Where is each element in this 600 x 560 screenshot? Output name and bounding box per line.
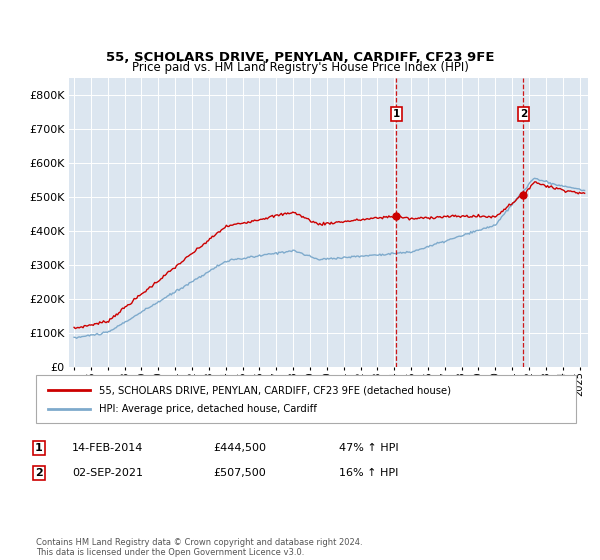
Text: 55, SCHOLARS DRIVE, PENYLAN, CARDIFF, CF23 9FE: 55, SCHOLARS DRIVE, PENYLAN, CARDIFF, CF… [106,52,494,64]
Text: 16% ↑ HPI: 16% ↑ HPI [339,468,398,478]
Text: 1: 1 [35,443,43,453]
Text: HPI: Average price, detached house, Cardiff: HPI: Average price, detached house, Card… [99,404,317,414]
Text: £444,500: £444,500 [213,443,266,453]
Text: £507,500: £507,500 [213,468,266,478]
Text: 55, SCHOLARS DRIVE, PENYLAN, CARDIFF, CF23 9FE (detached house): 55, SCHOLARS DRIVE, PENYLAN, CARDIFF, CF… [99,385,451,395]
Text: 02-SEP-2021: 02-SEP-2021 [72,468,143,478]
Text: 2: 2 [520,109,527,119]
Text: Contains HM Land Registry data © Crown copyright and database right 2024.
This d: Contains HM Land Registry data © Crown c… [36,538,362,557]
Text: 2: 2 [35,468,43,478]
Text: 1: 1 [392,109,400,119]
Text: Price paid vs. HM Land Registry's House Price Index (HPI): Price paid vs. HM Land Registry's House … [131,61,469,74]
Text: 14-FEB-2014: 14-FEB-2014 [72,443,143,453]
Text: 47% ↑ HPI: 47% ↑ HPI [339,443,398,453]
